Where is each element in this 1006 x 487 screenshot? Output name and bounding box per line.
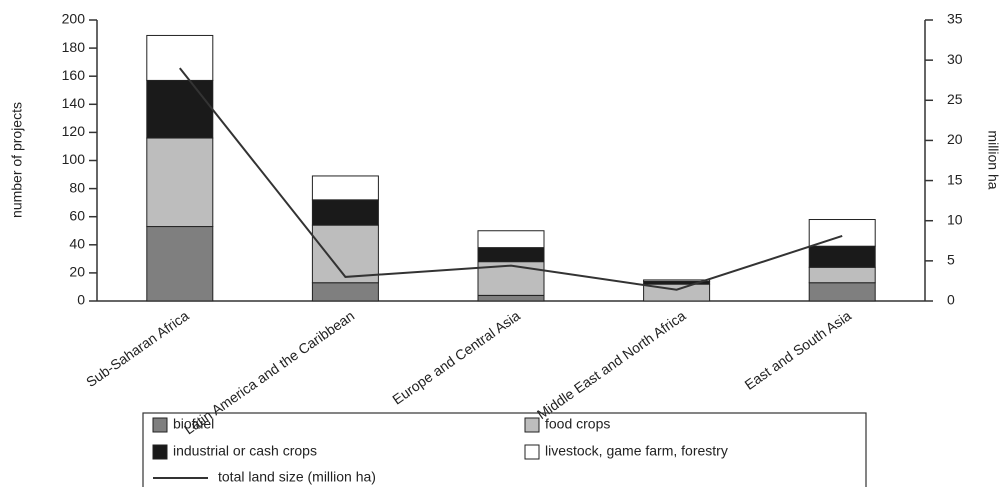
bar-segment bbox=[311, 224, 379, 284]
y2-tick-label: 0 bbox=[947, 292, 955, 308]
legend-label: total land size (million ha) bbox=[218, 469, 376, 485]
y2-axis-title: million ha bbox=[985, 130, 1001, 189]
y-tick-label: 160 bbox=[62, 67, 86, 83]
y2-tick-label: 10 bbox=[947, 211, 963, 227]
y2-tick-label: 25 bbox=[947, 91, 963, 107]
y-tick-label: 100 bbox=[62, 151, 86, 167]
legend-label: biofuel bbox=[173, 416, 214, 432]
legend-swatch bbox=[152, 417, 168, 433]
x-tick-label: Middle East and North Africa bbox=[534, 307, 689, 422]
y-tick-label: 80 bbox=[69, 179, 85, 195]
bar-segment bbox=[146, 137, 214, 228]
y-tick-label: 180 bbox=[62, 39, 86, 55]
y2-tick-label: 30 bbox=[947, 51, 963, 67]
x-tick-label: Europe and Central Asia bbox=[389, 307, 523, 407]
x-tick-label: East and South Asia bbox=[742, 307, 855, 393]
bar-segment bbox=[808, 282, 876, 302]
bar-segment bbox=[311, 199, 379, 226]
bar-segment bbox=[311, 282, 379, 302]
x-tick-label: Sub-Saharan Africa bbox=[83, 307, 192, 390]
y2-tick-label: 20 bbox=[947, 131, 963, 147]
bar-segment bbox=[146, 34, 214, 81]
bar-segment bbox=[477, 230, 545, 249]
y-tick-label: 200 bbox=[62, 11, 86, 27]
y-tick-label: 20 bbox=[69, 264, 85, 280]
bar-segment bbox=[311, 175, 379, 201]
bar-segment bbox=[808, 219, 876, 247]
y2-tick-label: 15 bbox=[947, 171, 963, 187]
bar-segment bbox=[146, 79, 214, 139]
bar-segment bbox=[643, 279, 711, 282]
bar-segment bbox=[808, 245, 876, 268]
bar-segment bbox=[146, 226, 214, 302]
legend-swatch bbox=[524, 444, 540, 460]
y-axis-title: number of projects bbox=[9, 102, 25, 218]
legend-label: livestock, game farm, forestry bbox=[545, 443, 728, 459]
legend-box bbox=[142, 412, 867, 487]
y-tick-label: 140 bbox=[62, 95, 86, 111]
bar-segment bbox=[477, 247, 545, 263]
y-tick-label: 60 bbox=[69, 207, 85, 223]
y-tick-label: 120 bbox=[62, 123, 86, 139]
y-tick-label: 0 bbox=[77, 292, 85, 308]
legend-label: food crops bbox=[545, 416, 610, 432]
legend-swatch bbox=[152, 444, 168, 460]
line-series bbox=[179, 67, 843, 291]
bar-segment bbox=[808, 266, 876, 284]
y-tick-label: 40 bbox=[69, 236, 85, 252]
legend-swatch bbox=[524, 417, 540, 433]
y2-tick-label: 35 bbox=[947, 11, 963, 27]
bar-segment bbox=[477, 294, 545, 302]
legend-label: industrial or cash crops bbox=[173, 443, 317, 459]
y2-tick-label: 5 bbox=[947, 252, 955, 268]
